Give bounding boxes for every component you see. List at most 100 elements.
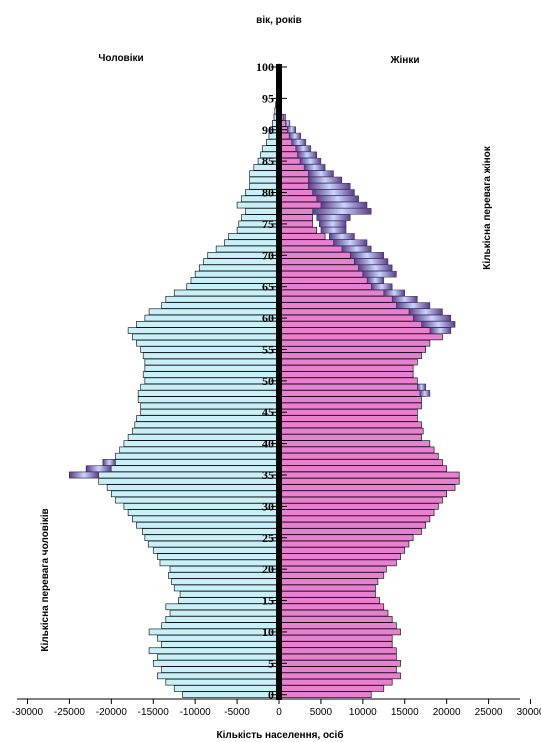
bar-female-30 — [278, 503, 439, 510]
bar-male-42 — [131, 427, 280, 435]
bar-female-excess-75 — [318, 220, 347, 228]
bar-female-69 — [278, 258, 355, 265]
bar-female-excess-91 — [285, 120, 291, 127]
bar-female-61 — [278, 308, 427, 316]
bar-male-43 — [134, 421, 280, 429]
bar-female-49 — [278, 383, 427, 391]
bar-male-72 — [224, 239, 280, 247]
bar-male-62 — [161, 302, 280, 309]
bar-female-excess-70 — [350, 252, 385, 259]
age-label-20: 20 — [262, 562, 274, 576]
bar-female-9 — [278, 634, 393, 642]
bar-female-18 — [278, 578, 379, 585]
x-tick-label-20000: 20000 — [433, 707, 461, 718]
bar-female-excess-74 — [320, 226, 347, 234]
bar-female-63 — [278, 295, 401, 303]
bar-male-67 — [194, 270, 280, 278]
x-tick-label--10000: -10000 — [180, 707, 212, 718]
bar-female-excess-64 — [383, 289, 405, 297]
bar-female-14 — [278, 603, 385, 611]
bar-female-21 — [278, 559, 397, 567]
bar-male-6 — [157, 653, 280, 661]
bar-female-55 — [278, 346, 427, 353]
bar-male-7 — [148, 647, 280, 655]
bar-female-38 — [278, 452, 439, 460]
bar-female-71 — [278, 245, 347, 253]
bar-female-73 — [278, 233, 326, 240]
bar-female-excess-77 — [312, 208, 372, 215]
bar-male-18 — [171, 578, 280, 585]
bar-female-8 — [278, 641, 393, 648]
bar-female-23 — [278, 547, 406, 554]
bar-female-47 — [278, 396, 422, 403]
bar-female-31 — [278, 496, 443, 504]
bar-male-27 — [136, 521, 280, 529]
bar-female-excess-76 — [316, 214, 351, 221]
bar-female-50 — [278, 377, 418, 385]
bar-male-34 — [98, 477, 280, 485]
bar-male-36 — [85, 465, 280, 473]
bar-female-24 — [278, 540, 410, 548]
bar-male-55 — [140, 346, 280, 353]
x-tick-label-5000: 5000 — [310, 707, 333, 718]
age-label-30: 30 — [262, 499, 274, 513]
bar-female-25 — [278, 534, 414, 542]
bar-male-46 — [140, 402, 280, 410]
bar-female-40 — [278, 440, 431, 447]
bar-male-82 — [249, 176, 280, 184]
x-tick-label-25000: 25000 — [475, 707, 503, 718]
bar-male-9 — [157, 634, 280, 642]
bar-female-36 — [278, 465, 447, 473]
annotation-right: Кількісна перевага жінок — [482, 145, 493, 269]
bar-female-64 — [278, 289, 393, 297]
age-label-85: 85 — [262, 154, 274, 168]
age-label-75: 75 — [262, 217, 274, 231]
bar-male-45 — [140, 408, 280, 416]
age-label-10: 10 — [262, 625, 274, 639]
bar-female-excess-83 — [308, 170, 334, 177]
bar-female-19 — [278, 572, 385, 579]
bar-female-11 — [278, 622, 397, 629]
bar-female-56 — [278, 339, 431, 347]
bar-male-33 — [106, 484, 280, 491]
age-label-90: 90 — [262, 123, 274, 137]
bar-female-5 — [278, 660, 401, 667]
bar-female-29 — [278, 509, 435, 516]
left-group-label: Чоловіки — [98, 53, 143, 64]
bar-female-excess-61 — [408, 308, 443, 316]
bar-male-56 — [136, 339, 280, 347]
bar-male-77 — [245, 208, 280, 215]
bar-female-15 — [278, 597, 380, 604]
bar-male-78 — [236, 201, 280, 209]
bar-female-54 — [278, 352, 422, 360]
bar-male-4 — [161, 666, 280, 673]
x-tick-label--5000: -5000 — [224, 707, 250, 718]
bar-male-52 — [144, 365, 280, 372]
x-tick-label-10000: 10000 — [349, 707, 377, 718]
age-label-40: 40 — [262, 437, 274, 451]
bar-female-65 — [278, 283, 380, 290]
bar-female-3 — [278, 672, 401, 680]
bar-female-6 — [278, 653, 397, 661]
age-label-55: 55 — [262, 342, 274, 356]
bar-male-38 — [115, 452, 280, 460]
bar-female-0 — [278, 691, 372, 698]
axis-group — [17, 64, 520, 700]
bar-male-12 — [165, 616, 280, 623]
bar-male-50 — [144, 377, 280, 385]
bar-female-27 — [278, 521, 427, 529]
bar-female-7 — [278, 647, 397, 655]
bar-female-4 — [278, 666, 397, 673]
bar-female-35 — [278, 471, 460, 479]
bar-male-48 — [137, 390, 280, 397]
bar-female-58 — [278, 327, 447, 334]
bar-male-13 — [169, 609, 280, 617]
bar-male-60 — [144, 314, 280, 322]
x-tick-label-15000: 15000 — [391, 707, 419, 718]
bar-male-59 — [136, 321, 280, 328]
bar-male-2 — [165, 678, 280, 686]
bar-female-17 — [278, 584, 376, 592]
bar-female-excess-67 — [362, 270, 397, 278]
age-label-60: 60 — [262, 311, 274, 325]
